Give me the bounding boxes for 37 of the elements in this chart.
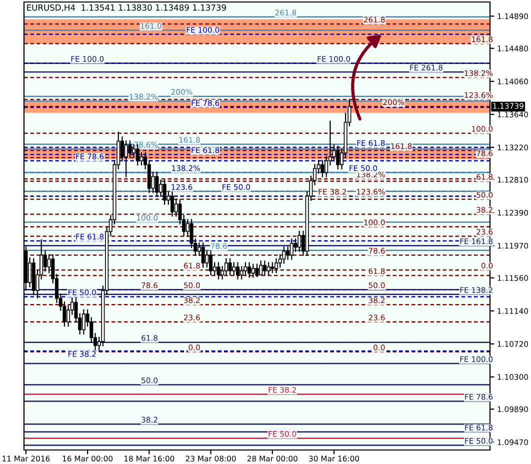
candlestick: [320, 159, 324, 178]
candlestick: [205, 250, 209, 268]
candlestick: [282, 246, 286, 264]
candlestick: [259, 260, 263, 276]
candlestick: [290, 238, 294, 260]
candlestick: [262, 260, 266, 276]
candlestick: [209, 250, 213, 276]
candlestick: [270, 262, 274, 274]
candlestick: [244, 262, 248, 276]
candlestick: [232, 262, 236, 276]
candlestick: [43, 250, 47, 272]
candlestick: [274, 258, 278, 274]
candlestick: [201, 242, 205, 268]
candlestick: [158, 179, 162, 198]
candlestick: [248, 262, 252, 278]
candlestick: [251, 263, 255, 278]
candlestick: [286, 246, 290, 260]
candlestick: [228, 258, 232, 276]
candlestick: [170, 190, 174, 218]
candlestick: [224, 258, 228, 276]
chart-title: EURUSD,H4 1.13541 1.13830 1.13489 1.13739: [27, 4, 226, 12]
candlestick: [266, 262, 270, 276]
candlestick: [128, 140, 132, 158]
candlestick: [294, 238, 298, 252]
candlestick: [124, 140, 128, 178]
candlestick: [298, 230, 302, 252]
candlestick: [336, 145, 340, 170]
candlestick: [174, 198, 178, 218]
candlestick: [255, 263, 259, 278]
candlestick: [240, 266, 244, 280]
candlestick: [140, 152, 144, 166]
candlestick: [162, 179, 166, 206]
candlestick: [236, 262, 240, 280]
candlestick: [155, 171, 159, 198]
candlestick: [82, 308, 86, 336]
candlestick: [332, 144, 336, 162]
candlestick: [216, 262, 220, 280]
